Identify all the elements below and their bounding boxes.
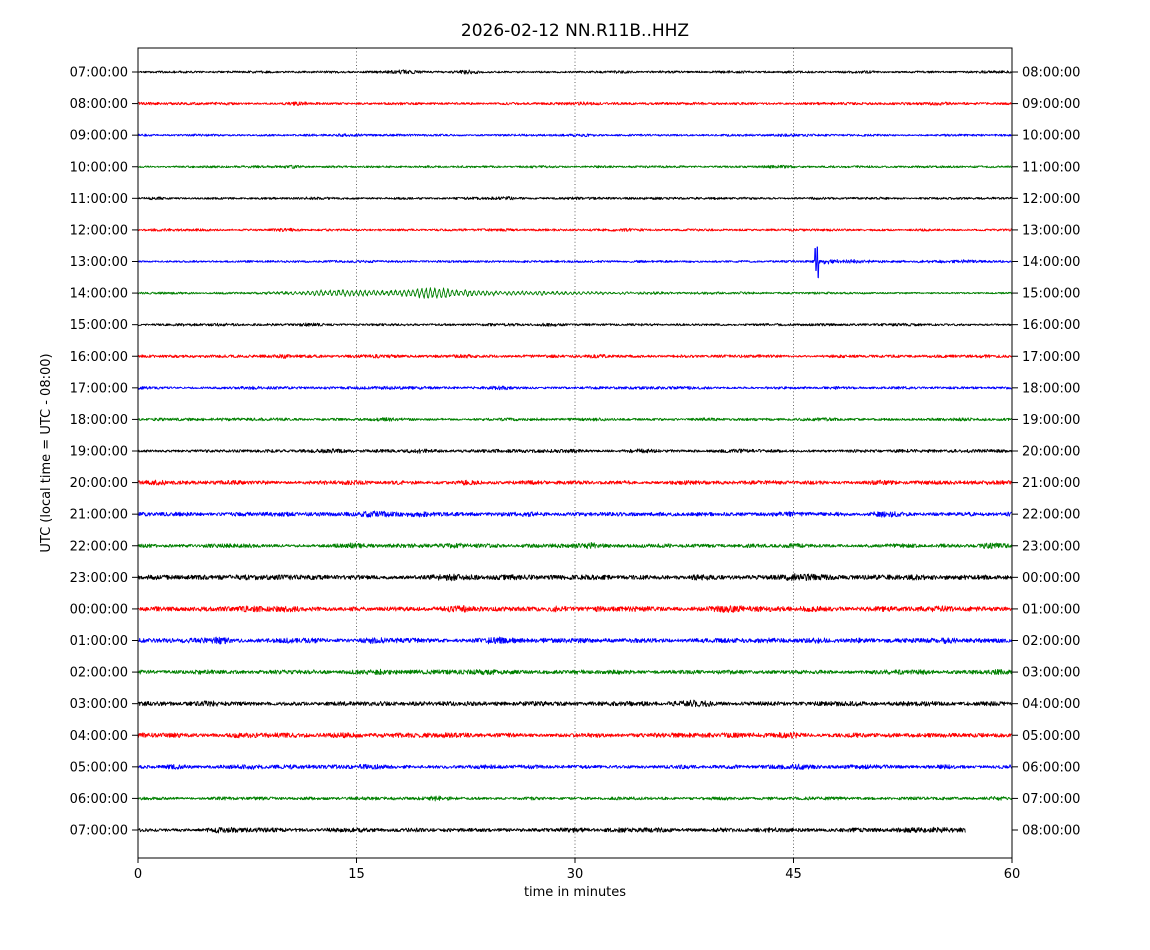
- y-tick-label-local: 16:00:00: [1022, 318, 1080, 333]
- y-tick-label-utc: 13:00:00: [70, 255, 128, 270]
- y-tick-label-local: 06:00:00: [1022, 760, 1080, 775]
- x-tick-label: 60: [1004, 867, 1021, 882]
- y-tick-label-utc: 16:00:00: [70, 350, 128, 365]
- x-tick-label: 15: [348, 867, 365, 882]
- trace-row-9: [137, 322, 1013, 327]
- chart-title: 2026-02-12 NN.R11B..HHZ: [461, 21, 689, 41]
- y-tick-label-local: 02:00:00: [1022, 634, 1080, 649]
- trace-row-19: [137, 636, 1013, 645]
- y-tick-label-local: 08:00:00: [1022, 824, 1080, 839]
- x-tick-label: 0: [134, 867, 142, 882]
- y-tick-label-utc: 06:00:00: [70, 792, 128, 807]
- y-tick-label-local: 08:00:00: [1022, 66, 1080, 81]
- y-tick-label-utc: 02:00:00: [70, 666, 128, 681]
- y-tick-label-utc: 09:00:00: [70, 129, 128, 144]
- x-tick-label: 30: [567, 867, 584, 882]
- y-tick-label-utc: 20:00:00: [70, 476, 128, 491]
- trace-row-2: [137, 101, 1013, 106]
- plot-border: [137, 47, 1013, 859]
- y-tick-label-utc: 22:00:00: [70, 539, 128, 554]
- ticks-group: [132, 71, 1018, 863]
- y-tick-label-utc: 07:00:00: [70, 66, 128, 81]
- y-tick-label-local: 01:00:00: [1022, 602, 1080, 617]
- y-tick-label-local: 04:00:00: [1022, 697, 1080, 712]
- trace-row-24: [137, 795, 1013, 802]
- trace-row-10: [137, 353, 1013, 359]
- trace-row-20: [137, 668, 1013, 676]
- y-tick-label-utc: 14:00:00: [70, 287, 128, 302]
- trace-row-11: [137, 385, 1013, 391]
- y-tick-label-local: 00:00:00: [1022, 571, 1080, 586]
- trace-row-3: [137, 133, 1013, 138]
- y-tick-label-utc: 07:00:00: [70, 824, 128, 839]
- y-tick-label-utc: 01:00:00: [70, 634, 128, 649]
- trace-row-16: [137, 542, 1013, 550]
- y-tick-label-local: 18:00:00: [1022, 381, 1080, 396]
- y-tick-label-utc: 12:00:00: [70, 223, 128, 238]
- y-tick-label-local: 19:00:00: [1022, 413, 1080, 428]
- y-tick-label-local: 21:00:00: [1022, 476, 1080, 491]
- traces-group: [137, 69, 1013, 834]
- y-tick-label-local: 12:00:00: [1022, 192, 1080, 207]
- y-tick-label-utc: 23:00:00: [70, 571, 128, 586]
- y-tick-label-utc: 10:00:00: [70, 160, 128, 175]
- y-tick-label-utc: 15:00:00: [70, 318, 128, 333]
- trace-row-4: [137, 164, 1013, 169]
- y-tick-label-local: 03:00:00: [1022, 666, 1080, 681]
- gridlines-group: [356, 48, 794, 858]
- y-tick-label-local: 09:00:00: [1022, 97, 1080, 112]
- y-tick-label-local: 15:00:00: [1022, 287, 1080, 302]
- trace-row-8: [137, 287, 1013, 299]
- tick-labels-group: 0 15 30 45 60 07:00:00 08:00:00 08:00:00 09:00:0…: [70, 66, 1081, 883]
- y-tick-label-local: 13:00:00: [1022, 223, 1080, 238]
- trace-row-5: [137, 196, 1013, 201]
- trace-row-14: [137, 479, 1013, 486]
- y-tick-label-local: 23:00:00: [1022, 539, 1080, 554]
- y-tick-label-utc: 19:00:00: [70, 445, 128, 460]
- y-tick-label-utc: 11:00:00: [70, 192, 128, 207]
- trace-row-15: [137, 510, 1013, 518]
- trace-row-1: [137, 69, 1013, 75]
- trace-row-13: [137, 448, 1013, 454]
- trace-row-17: [137, 573, 1013, 582]
- trace-row-23: [137, 763, 1013, 770]
- y-tick-label-local: 10:00:00: [1022, 129, 1080, 144]
- trace-row-12: [137, 417, 1013, 422]
- x-axis-label: time in minutes: [524, 885, 626, 900]
- y-tick-label-local: 22:00:00: [1022, 508, 1080, 523]
- trace-row-6: [137, 227, 1013, 232]
- y-axis-label: UTC (local time = UTC - 08:00): [39, 353, 54, 552]
- y-tick-label-local: 20:00:00: [1022, 445, 1080, 460]
- trace-row-25: [137, 826, 966, 834]
- y-tick-label-utc: 04:00:00: [70, 729, 128, 744]
- y-tick-label-utc: 21:00:00: [70, 508, 128, 523]
- y-tick-label-utc: 03:00:00: [70, 697, 128, 712]
- y-tick-label-local: 07:00:00: [1022, 792, 1080, 807]
- y-tick-label-utc: 00:00:00: [70, 602, 128, 617]
- trace-row-18: [137, 605, 1013, 613]
- trace-row-21: [137, 699, 1013, 708]
- y-tick-label-utc: 08:00:00: [70, 97, 128, 112]
- y-tick-label-local: 14:00:00: [1022, 255, 1080, 270]
- x-tick-label: 45: [785, 867, 802, 882]
- y-tick-label-utc: 17:00:00: [70, 381, 128, 396]
- y-tick-label-utc: 18:00:00: [70, 413, 128, 428]
- y-tick-label-local: 05:00:00: [1022, 729, 1080, 744]
- y-tick-label-utc: 05:00:00: [70, 760, 128, 775]
- trace-row-22: [137, 732, 1013, 739]
- y-tick-label-local: 11:00:00: [1022, 160, 1080, 175]
- y-tick-label-local: 17:00:00: [1022, 350, 1080, 365]
- trace-row-7: [137, 246, 1013, 279]
